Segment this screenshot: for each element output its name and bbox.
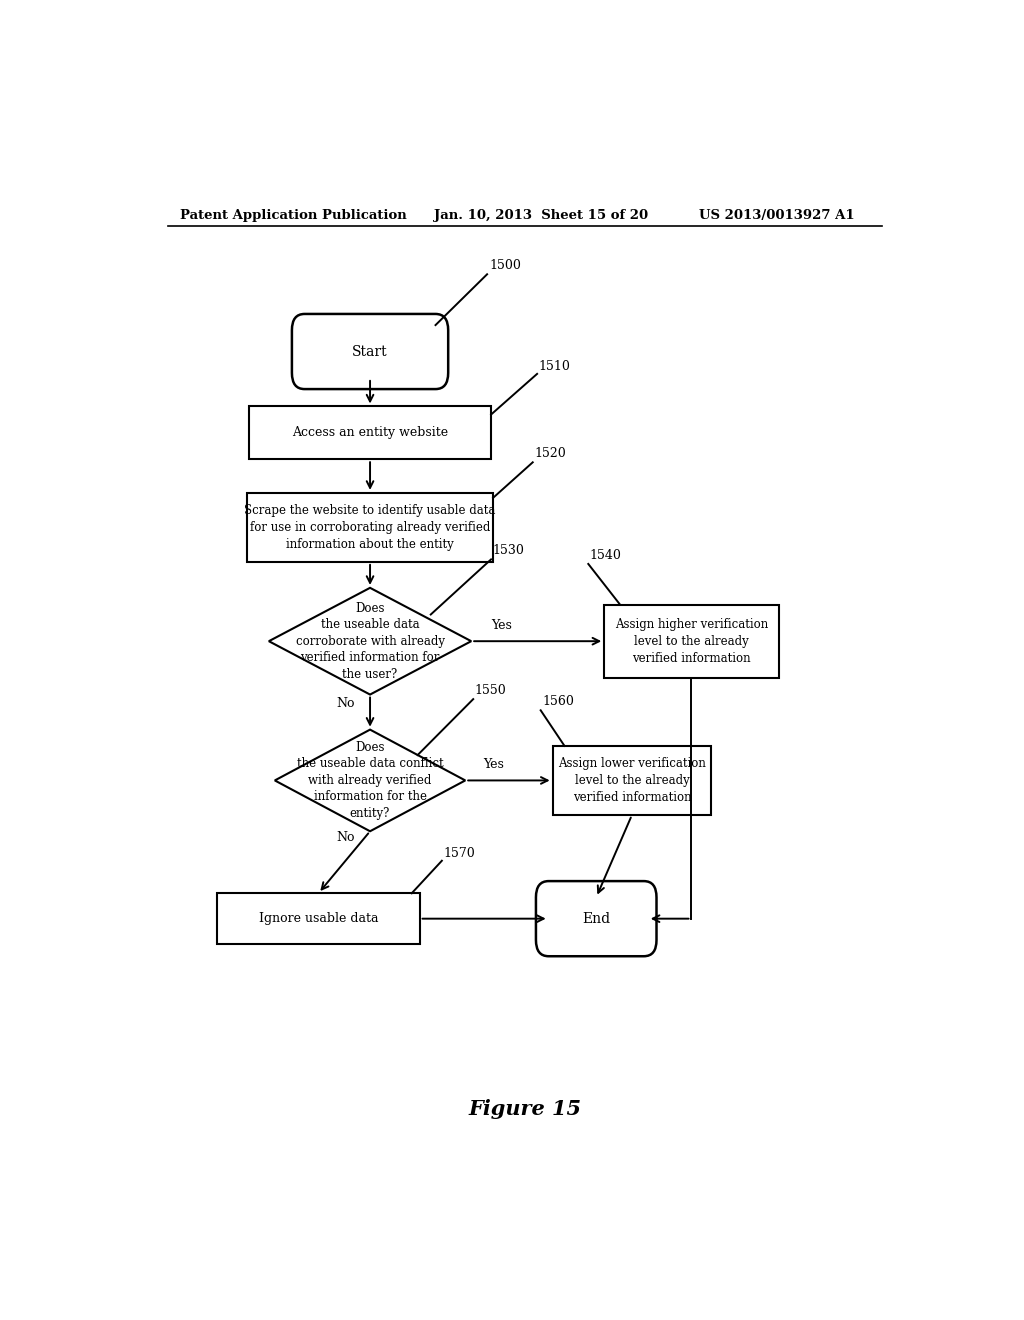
FancyBboxPatch shape: [292, 314, 449, 389]
Text: 1510: 1510: [539, 360, 570, 372]
Text: No: No: [337, 697, 355, 710]
Bar: [247, 492, 493, 562]
Text: 1560: 1560: [543, 696, 574, 709]
Text: Assign lower verification
level to the already
verified information: Assign lower verification level to the a…: [558, 756, 706, 804]
Polygon shape: [269, 587, 471, 694]
Text: End: End: [583, 912, 610, 925]
Text: Patent Application Publication: Patent Application Publication: [179, 209, 407, 222]
FancyBboxPatch shape: [536, 882, 656, 956]
Text: Yes: Yes: [482, 758, 504, 771]
Text: Start: Start: [352, 345, 388, 359]
Polygon shape: [274, 730, 465, 832]
Text: 1550: 1550: [475, 684, 507, 697]
Text: Ignore usable data: Ignore usable data: [259, 912, 378, 925]
Bar: [604, 605, 778, 677]
Text: Assign higher verification
level to the already
verified information: Assign higher verification level to the …: [614, 618, 768, 665]
Text: No: No: [337, 832, 355, 845]
Bar: [249, 407, 492, 459]
Text: 1540: 1540: [590, 549, 622, 562]
Text: Does
the useable data
corroborate with already
verified information for
the user: Does the useable data corroborate with a…: [296, 602, 444, 681]
Bar: [553, 746, 712, 814]
Text: Access an entity website: Access an entity website: [292, 426, 449, 440]
Text: 1520: 1520: [535, 447, 566, 461]
Text: Figure 15: Figure 15: [468, 1098, 582, 1119]
Text: 1500: 1500: [489, 259, 521, 272]
Text: Scrape the website to identify usable data
for use in corroborating already veri: Scrape the website to identify usable da…: [245, 504, 496, 550]
Text: 1530: 1530: [493, 544, 524, 557]
Text: 1570: 1570: [443, 846, 475, 859]
Text: Yes: Yes: [492, 619, 512, 632]
Bar: [217, 894, 420, 944]
Text: Jan. 10, 2013  Sheet 15 of 20: Jan. 10, 2013 Sheet 15 of 20: [433, 209, 647, 222]
Text: US 2013/0013927 A1: US 2013/0013927 A1: [699, 209, 855, 222]
Text: Does
the useable data conflict
with already verified
information for the
entity?: Does the useable data conflict with alre…: [297, 741, 443, 820]
